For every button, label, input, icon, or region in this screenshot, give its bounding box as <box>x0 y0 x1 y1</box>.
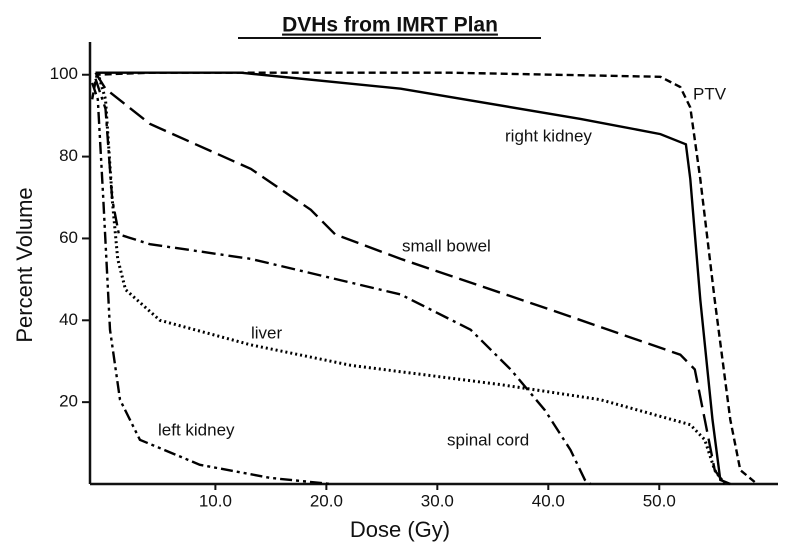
y-axis-label: Percent Volume <box>12 187 37 342</box>
x-tick-label: 10.0 <box>199 491 232 510</box>
x-tick-label: 50.0 <box>643 491 676 510</box>
series-label: right kidney <box>505 126 592 145</box>
series-line <box>95 71 731 486</box>
y-tick-label: 100 <box>50 64 78 83</box>
series-label: liver <box>251 323 283 342</box>
series-line <box>94 72 726 485</box>
x-axis-label: Dose (Gy) <box>350 517 450 542</box>
y-tick-label: 40 <box>59 310 78 329</box>
series-label: small bowel <box>402 236 491 255</box>
chart-title: DVHs from IMRT Plan <box>282 14 498 37</box>
series-line <box>91 82 331 486</box>
x-tick-label: 40.0 <box>532 491 565 510</box>
x-tick-label: 30.0 <box>421 491 454 510</box>
series-label: PTV <box>693 84 727 103</box>
y-tick-label: 20 <box>59 392 78 411</box>
x-tick-label: 20.0 <box>310 491 343 510</box>
series-line <box>96 72 726 485</box>
series-label: left kidney <box>158 420 235 439</box>
series-label: spinal cord <box>447 430 529 449</box>
series-line <box>94 78 592 485</box>
y-tick-label: 80 <box>59 146 78 165</box>
y-tick-label: 60 <box>59 228 78 247</box>
